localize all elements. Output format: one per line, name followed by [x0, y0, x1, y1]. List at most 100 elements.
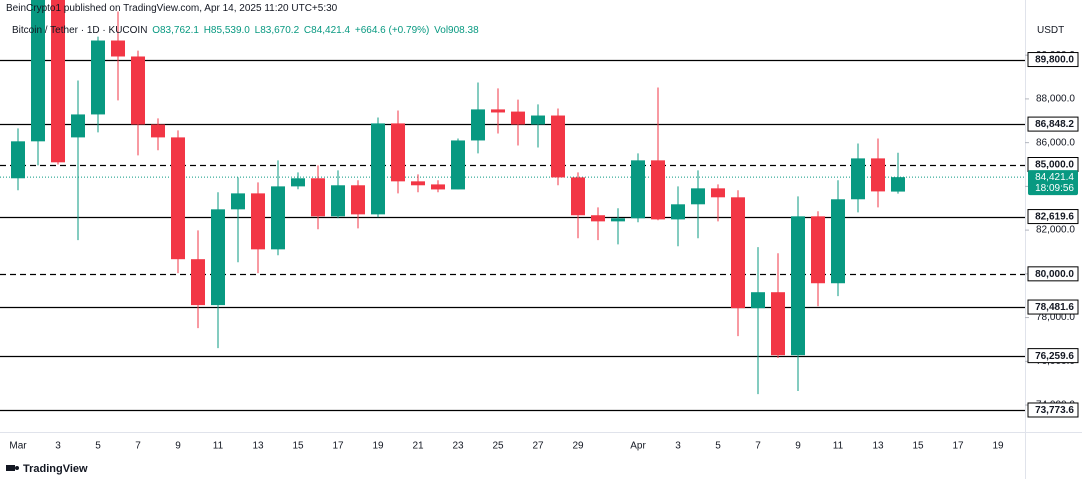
x-tick-label: 3 — [55, 441, 61, 452]
level-label: 89,800.0 — [1035, 55, 1074, 66]
plot-area — [0, 0, 1025, 412]
x-tick-label: 3 — [675, 441, 681, 452]
candle-body — [31, 0, 45, 142]
x-tick-label: 15 — [292, 441, 304, 452]
candle-body — [611, 218, 625, 222]
candle-body — [751, 292, 765, 309]
candle-body — [711, 188, 725, 198]
axes: 74,000.076,000.078,000.080,000.082,000.0… — [9, 50, 1079, 452]
candle-body — [491, 109, 505, 113]
candle-body — [851, 158, 865, 200]
candle-body — [131, 56, 145, 125]
candle-body — [251, 193, 265, 250]
level-label-box — [1027, 52, 1079, 68]
level-label: 78,481.6 — [1035, 302, 1074, 313]
y-tick-label: 82,000.0 — [1036, 225, 1075, 236]
candle-body — [331, 185, 345, 217]
candle-body — [351, 185, 365, 215]
y-tick-label: 86,000.0 — [1036, 137, 1075, 148]
last-price-box — [1028, 170, 1078, 196]
candle-body — [231, 193, 245, 210]
x-tick-label: 17 — [952, 441, 964, 452]
candle-body — [391, 123, 405, 182]
countdown-label: 18:09:56 — [1035, 183, 1074, 194]
candle-body — [371, 123, 385, 215]
candle-body — [631, 160, 645, 219]
x-tick-label: 19 — [992, 441, 1004, 452]
x-tick-label: 25 — [492, 441, 504, 452]
currency: USDT — [1037, 25, 1065, 36]
candle-body — [511, 111, 525, 125]
ohlc-change: +664.6 (+0.79%) — [354, 25, 430, 36]
level-label: 82,619.6 — [1035, 212, 1074, 223]
candle-body — [871, 158, 885, 192]
ohlc-open: O83,762.1 — [152, 25, 199, 36]
brand-logo — [15, 466, 19, 470]
candle-body — [791, 216, 805, 356]
level-label-box — [1027, 299, 1079, 315]
candle-body — [211, 209, 225, 306]
candle-body — [151, 124, 165, 138]
candle-body — [771, 292, 785, 356]
candle-body — [51, 0, 65, 163]
level-label-box — [1027, 402, 1079, 418]
x-tick-label: 7 — [135, 441, 141, 452]
x-tick-label: 11 — [213, 441, 224, 452]
volume: Vol908.38 — [434, 25, 479, 36]
brand-name: TradingView — [23, 463, 88, 475]
x-tick-label: 9 — [795, 441, 801, 452]
candle-body — [691, 188, 705, 205]
candle-body — [811, 216, 825, 284]
x-tick-label: 9 — [175, 441, 181, 452]
candle-body — [451, 140, 465, 190]
symbol: Bitcoin / Tether · 1D · KUCOIN — [12, 25, 148, 36]
level-label-box — [1027, 348, 1079, 364]
x-tick-label: 5 — [95, 441, 101, 452]
x-tick-label: 29 — [572, 441, 584, 452]
last-price-label: 84,421.4 — [1035, 172, 1074, 183]
x-tick-label: 23 — [452, 441, 464, 452]
candle-body — [411, 181, 425, 186]
publisher: BeinCrypto1 published on TradingView.com… — [6, 3, 338, 14]
x-tick-label: Apr — [630, 441, 646, 452]
candle-body — [71, 114, 85, 138]
candle-body — [91, 40, 105, 115]
candle-body — [291, 178, 305, 187]
candle-body — [731, 197, 745, 309]
level-label: 85,000.0 — [1035, 160, 1074, 171]
x-tick-label: 15 — [912, 441, 924, 452]
ohlc-close: C84,421.4 — [303, 25, 351, 36]
level-label: 76,259.6 — [1035, 351, 1074, 362]
candle-body — [551, 115, 565, 178]
candle-body — [171, 137, 185, 260]
level-label: 73,773.6 — [1035, 405, 1074, 416]
candle-body — [671, 204, 685, 220]
candle-body — [891, 177, 905, 192]
candle-body — [471, 109, 485, 141]
candle-body — [191, 259, 205, 306]
level-label: 86,848.2 — [1035, 119, 1074, 130]
candle-body — [591, 215, 605, 222]
x-tick-label: 13 — [252, 441, 264, 452]
y-tick-label: 88,000.0 — [1036, 94, 1075, 105]
x-tick-label: 19 — [372, 441, 384, 452]
candle-body — [651, 160, 665, 220]
candle-body — [11, 141, 25, 179]
level-label: 80,000.0 — [1035, 269, 1074, 280]
candle-body — [111, 40, 125, 57]
candle-body — [531, 115, 545, 125]
level-label-box — [1027, 266, 1079, 282]
candle-body — [571, 177, 585, 216]
y-tick-label: 78,000.0 — [1036, 312, 1075, 323]
ohlc-low: L83,670.2 — [254, 25, 300, 36]
level-label-box — [1027, 209, 1079, 225]
candle-body — [431, 184, 445, 190]
x-tick-label: 5 — [715, 441, 721, 452]
x-tick-label: 11 — [833, 441, 844, 452]
candle-body — [311, 178, 325, 217]
x-tick-label: Mar — [9, 441, 27, 452]
brand: TradingView — [6, 463, 88, 475]
ohlc-high: H85,539.0 — [203, 25, 250, 36]
